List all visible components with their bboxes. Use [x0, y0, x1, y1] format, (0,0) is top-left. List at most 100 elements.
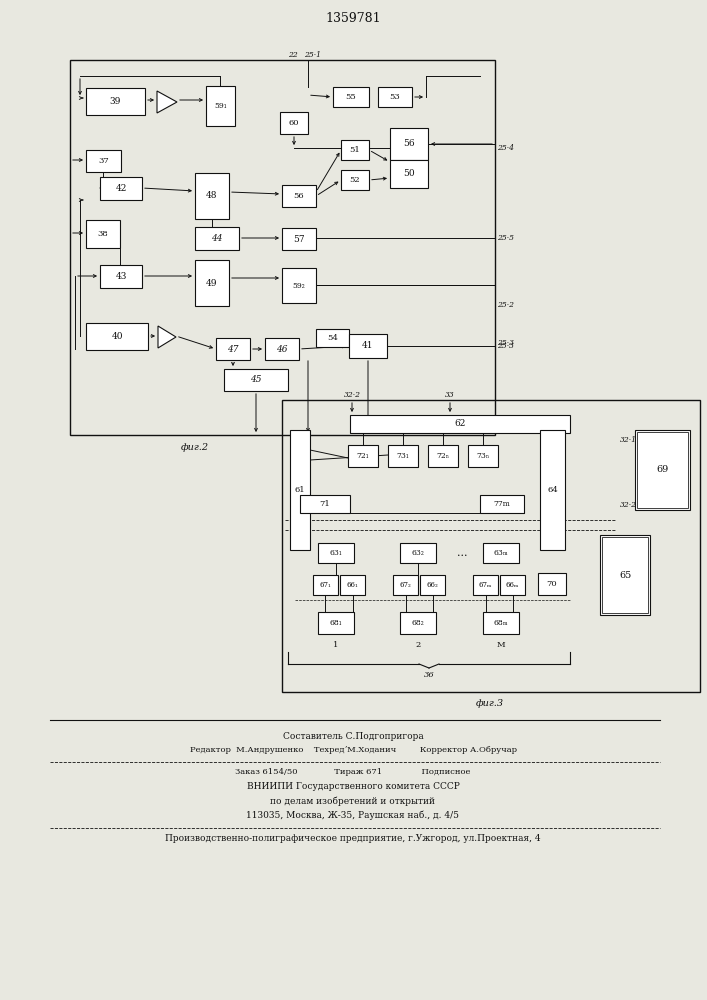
Bar [388, 445, 418, 467]
Text: 59₁: 59₁ [214, 102, 227, 110]
Text: 38: 38 [98, 230, 108, 238]
Bar [333, 87, 369, 107]
Text: 53: 53 [390, 93, 400, 101]
Text: 43: 43 [115, 272, 127, 281]
Bar [70, 60, 495, 435]
Text: по делам изобретений и открытий: по делам изобретений и открытий [271, 796, 436, 806]
Text: 46: 46 [276, 344, 288, 354]
Bar [290, 430, 310, 550]
Bar [206, 86, 235, 126]
Text: 66₁: 66₁ [346, 581, 358, 589]
Text: 68₂: 68₂ [411, 619, 424, 627]
Bar [400, 543, 436, 563]
Bar [349, 334, 387, 358]
Bar [390, 128, 428, 160]
Bar [282, 185, 316, 207]
Text: фиг.2: фиг.2 [181, 444, 209, 452]
Text: Производственно-полиграфическое предприятие, г.Ужгород, ул.Проектная, 4: Производственно-полиграфическое предприя… [165, 834, 541, 843]
Text: 25·5: 25·5 [497, 234, 514, 242]
Text: 72ₙ: 72ₙ [436, 452, 450, 460]
Bar [483, 612, 519, 634]
Text: 54: 54 [327, 334, 338, 342]
Bar [282, 400, 700, 692]
Text: ...: ... [457, 548, 467, 558]
Bar [602, 537, 648, 613]
Text: 37: 37 [98, 157, 109, 165]
Bar [100, 177, 142, 200]
Text: Редактор  М.Андрушенко    ТехредʼМ.Ходанич         Корректор А.Обручар: Редактор М.Андрушенко ТехредʼМ.Ходанич К… [189, 746, 517, 754]
Text: 22: 22 [288, 51, 298, 59]
Text: 56: 56 [293, 192, 304, 200]
Bar [86, 88, 145, 115]
Bar [216, 338, 250, 360]
Text: 40: 40 [111, 332, 123, 341]
Text: 25·3: 25·3 [497, 342, 514, 350]
Bar [86, 150, 121, 172]
Text: 25·4: 25·4 [497, 144, 514, 152]
Text: 50: 50 [403, 169, 415, 178]
Text: Составитель С.Подгопригора: Составитель С.Подгопригора [283, 732, 423, 741]
Text: 63ₘ: 63ₘ [493, 549, 508, 557]
Bar [224, 369, 288, 391]
Text: 51: 51 [350, 146, 361, 154]
Bar [635, 430, 690, 510]
Text: 65: 65 [619, 570, 631, 580]
Text: 68ₘ: 68ₘ [493, 619, 508, 627]
Bar [195, 260, 229, 306]
Text: 49: 49 [206, 278, 218, 288]
Text: 39: 39 [110, 97, 121, 106]
Bar [390, 160, 428, 188]
Text: 25·3: 25·3 [497, 339, 514, 347]
Bar [86, 220, 120, 248]
Bar [318, 543, 354, 563]
Text: 32·1: 32·1 [620, 436, 637, 444]
Bar [282, 228, 316, 250]
Bar [195, 173, 229, 219]
Text: 67ₘ: 67ₘ [479, 581, 492, 589]
Bar [348, 445, 378, 467]
Bar [341, 170, 369, 190]
Text: 62: 62 [455, 420, 466, 428]
Bar [318, 612, 354, 634]
Bar [100, 265, 142, 288]
Bar [280, 112, 308, 134]
Text: 44: 44 [211, 234, 223, 243]
Text: 45: 45 [250, 375, 262, 384]
Text: 73ₙ: 73ₙ [477, 452, 489, 460]
Text: 69: 69 [656, 466, 669, 475]
Text: ВНИИПИ Государственного комитета СССР: ВНИИПИ Государственного комитета СССР [247, 782, 460, 791]
Bar [473, 575, 498, 595]
Bar [316, 329, 349, 347]
Polygon shape [157, 91, 177, 113]
Text: 32·2: 32·2 [620, 501, 637, 509]
Text: 60: 60 [288, 119, 299, 127]
Text: М: М [497, 641, 506, 649]
Bar [500, 575, 525, 595]
Text: 55: 55 [346, 93, 356, 101]
Text: 1: 1 [333, 641, 339, 649]
Bar [378, 87, 412, 107]
Text: фиг.3: фиг.3 [476, 698, 504, 708]
Text: 67₁: 67₁ [320, 581, 332, 589]
Bar [538, 573, 566, 595]
Bar [420, 575, 445, 595]
Text: 56: 56 [403, 139, 415, 148]
Bar [341, 140, 369, 160]
Bar [265, 338, 299, 360]
Text: 32·2: 32·2 [344, 391, 361, 399]
Text: 61: 61 [295, 486, 305, 494]
Bar [300, 495, 350, 513]
Text: 2: 2 [416, 641, 421, 649]
Bar [195, 227, 239, 250]
Text: 68₁: 68₁ [329, 619, 342, 627]
Bar [282, 268, 316, 303]
Text: 73₁: 73₁ [397, 452, 409, 460]
Text: 48: 48 [206, 192, 218, 200]
Text: 36: 36 [423, 671, 434, 679]
Text: Заказ 6154/50              Тираж 671               Подписное: Заказ 6154/50 Тираж 671 Подписное [235, 768, 471, 776]
Text: 63₂: 63₂ [411, 549, 424, 557]
Bar [483, 543, 519, 563]
Text: 64: 64 [547, 486, 558, 494]
Bar [86, 323, 148, 350]
Text: 66ₘ: 66ₘ [506, 581, 519, 589]
